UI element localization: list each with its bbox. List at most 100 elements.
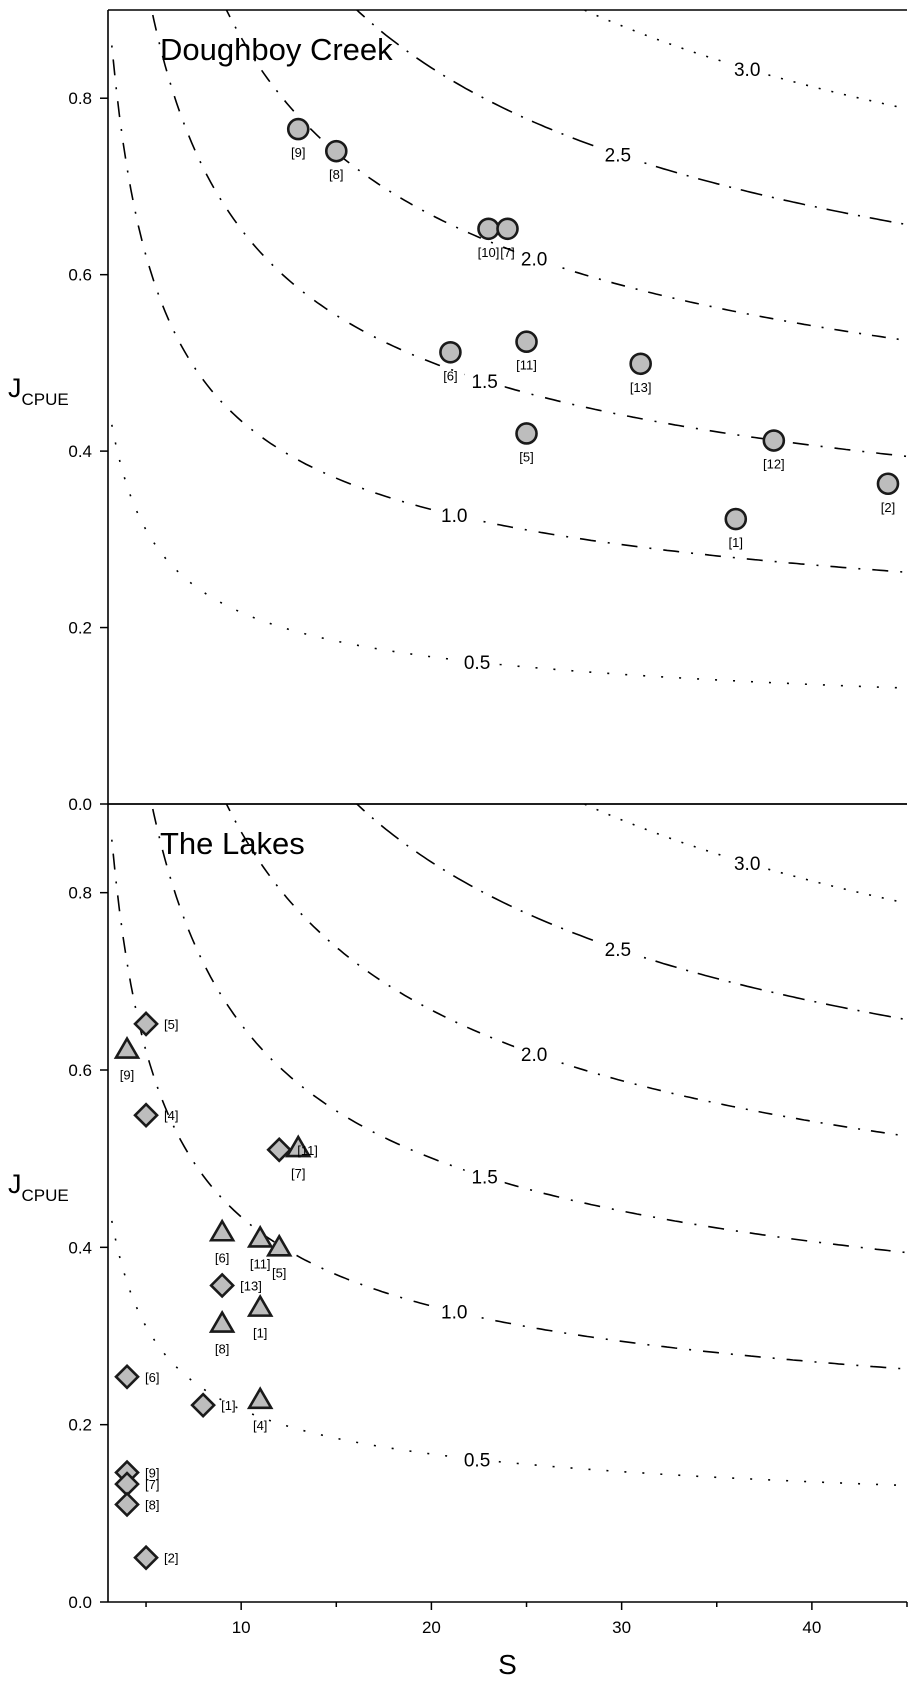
y-axis-title: JCPUE — [8, 1169, 69, 1205]
contour-label: 2.0 — [521, 250, 547, 271]
panel-0: 0.5 1.0 1.5 2.0 2.5 3.0 0.0 0.2 0.4 0.6 0.8 JCPUE Do… — [8, 9, 907, 814]
y-tick-label: 0.8 — [68, 89, 92, 108]
contour-line — [582, 10, 907, 110]
data-point — [266, 1136, 293, 1163]
x-tick-label: 30 — [612, 1618, 631, 1637]
contour-line — [355, 804, 907, 1021]
contour-label: 1.5 — [471, 372, 497, 393]
contour-line — [150, 10, 907, 458]
contour-label-bg — [457, 650, 498, 673]
contour-label: 0.5 — [464, 1450, 490, 1471]
point-label: [12] — [763, 457, 785, 472]
contour-label: 1.0 — [441, 1303, 467, 1324]
contour-label-bg — [514, 246, 555, 269]
point-label: [13] — [240, 1278, 262, 1293]
point-label: [8] — [329, 167, 343, 182]
y-tick-label: 0.8 — [68, 884, 92, 903]
contour-label-bg — [727, 851, 768, 874]
y-tick-label: 0.2 — [68, 619, 92, 638]
point-label: [5] — [164, 1017, 178, 1032]
y-tick-label: 0.0 — [68, 795, 92, 814]
point-label: [7] — [145, 1477, 159, 1492]
contour-group — [111, 10, 907, 689]
contour-line — [225, 10, 907, 342]
point-label: [1] — [253, 1326, 267, 1341]
point-label: [11] — [250, 1256, 271, 1271]
series-circle — [286, 117, 900, 531]
y-tick-label: 0.6 — [68, 266, 92, 285]
contour-label: 3.0 — [734, 60, 760, 81]
contour-label: 2.0 — [521, 1045, 547, 1066]
point-label: [9] — [145, 1466, 159, 1481]
data-point — [477, 217, 500, 241]
point-label: [4] — [164, 1108, 178, 1123]
point-label: [8] — [145, 1497, 159, 1512]
point-label: [5] — [519, 449, 533, 464]
data-point — [515, 422, 538, 445]
contour-line — [150, 804, 907, 1254]
contour-label-bg — [434, 1299, 475, 1322]
contour-label: 1.0 — [441, 506, 467, 527]
contour-label-bg — [597, 142, 638, 165]
x-tick-label: 40 — [802, 1618, 821, 1637]
data-point — [133, 1102, 159, 1129]
point-label: [11] — [297, 1143, 318, 1158]
series-triangle — [113, 1036, 312, 1410]
point-label: [9] — [291, 145, 305, 160]
data-point — [133, 1011, 159, 1037]
contour-line — [111, 45, 907, 573]
x-axis-title: S — [498, 1649, 517, 1680]
data-point — [133, 1544, 159, 1571]
data-point — [246, 1224, 274, 1248]
contour-label: 2.5 — [605, 940, 631, 961]
contour-label-bg — [727, 56, 768, 79]
panel-title: Doughboy Creek — [160, 32, 393, 67]
contour-label: 3.0 — [734, 854, 760, 875]
point-label: [6] — [443, 368, 457, 383]
data-point — [246, 1386, 274, 1410]
contour-label-bg — [434, 503, 475, 526]
contour-label-bg — [514, 1041, 555, 1064]
contour-label: 1.5 — [471, 1168, 497, 1189]
point-label: [6] — [215, 1250, 229, 1265]
data-point — [209, 1272, 235, 1299]
data-point — [876, 472, 900, 496]
point-label: [4] — [253, 1418, 267, 1433]
contour-group — [111, 804, 907, 1487]
x-tick-label: 10 — [232, 1618, 251, 1637]
contour-line — [225, 804, 907, 1137]
point-label: [2] — [881, 500, 895, 515]
point-label: [6] — [145, 1370, 159, 1385]
data-point — [496, 217, 519, 241]
y-tick-label: 0.4 — [68, 1238, 92, 1257]
point-label: [13] — [630, 380, 652, 395]
y-tick-label: 0.0 — [68, 1593, 92, 1612]
series-diamond — [114, 1011, 293, 1571]
contour-label: 2.5 — [605, 145, 631, 166]
data-point — [208, 1309, 236, 1333]
contour-label-bg — [457, 1447, 498, 1470]
contour-label-bg — [464, 368, 505, 391]
point-label: [11] — [516, 358, 537, 373]
data-point — [113, 1036, 141, 1059]
contour-line — [111, 424, 907, 689]
contour-line — [582, 804, 907, 904]
data-point — [265, 1233, 293, 1257]
point-label: [9] — [120, 1068, 134, 1083]
data-point — [629, 352, 652, 376]
contour-label-bg — [597, 936, 638, 959]
data-point — [439, 341, 462, 364]
data-point — [515, 330, 538, 354]
data-point — [208, 1218, 236, 1242]
data-point — [114, 1363, 140, 1390]
panel-title: The Lakes — [160, 826, 305, 861]
point-label: [5] — [272, 1265, 286, 1280]
point-label: [7] — [500, 245, 514, 260]
point-label: [2] — [164, 1551, 178, 1566]
data-point — [286, 117, 310, 141]
panel-1: 0.5 1.0 1.5 2.0 2.5 3.0 0.0 0.2 0.4 0.6 0.8 10 20 30 4… — [8, 803, 908, 1680]
point-label: [8] — [215, 1342, 229, 1357]
data-point — [324, 139, 348, 163]
data-point — [114, 1491, 140, 1518]
